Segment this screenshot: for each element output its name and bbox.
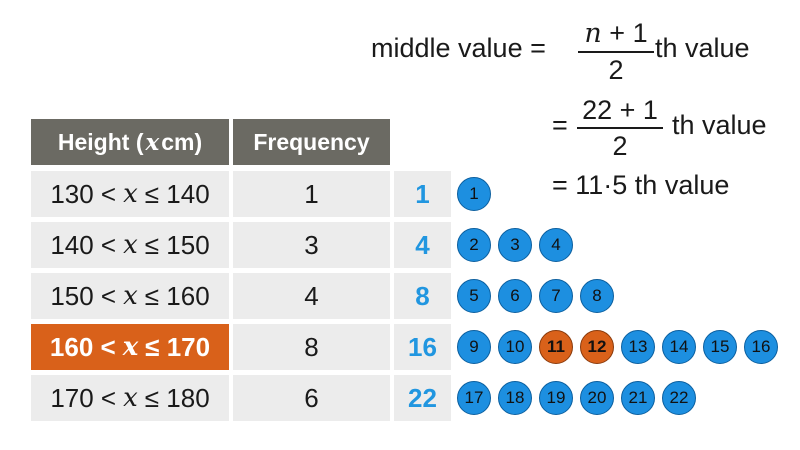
class-upper: ≤ 150	[144, 229, 210, 260]
table-cell-class: 160 < x ≤ 170	[31, 324, 229, 370]
fraction-numerator: n + 1	[584, 18, 648, 49]
value-dot: 15	[703, 330, 737, 364]
formula-line2-suffix: th value	[672, 110, 767, 140]
value-dot: 5	[457, 279, 491, 313]
value-dot: 6	[498, 279, 532, 313]
table-cell-frequency: 1	[233, 171, 390, 217]
class-variable: x	[122, 332, 139, 362]
cumulative-frequency: 4	[394, 222, 451, 268]
value-dot: 12	[580, 330, 614, 364]
formula-line2-prefix: =	[552, 110, 568, 140]
value-dot: 2	[457, 228, 491, 262]
table-cell-frequency: 3	[233, 222, 390, 268]
value-dot: 4	[539, 228, 573, 262]
cumulative-frequency: 8	[394, 273, 451, 319]
class-lower: 150 <	[50, 280, 117, 311]
value-dot: 8	[580, 279, 614, 313]
header-frequency: Frequency	[233, 119, 390, 165]
value-dot: 11	[539, 330, 573, 364]
value-dot: 13	[621, 330, 655, 364]
value-dot: 14	[662, 330, 696, 364]
value-dot: 21	[621, 381, 655, 415]
class-lower: 140 <	[50, 229, 117, 260]
fraction-bar	[578, 51, 654, 53]
value-dot: 19	[539, 381, 573, 415]
class-variable: x	[123, 281, 138, 311]
class-variable: x	[123, 179, 138, 209]
class-upper: ≤ 170	[145, 331, 211, 362]
class-lower: 130 <	[50, 178, 117, 209]
value-dot: 10	[498, 330, 532, 364]
value-dot: 18	[498, 381, 532, 415]
table-cell-class: 130 < x ≤ 140	[31, 171, 229, 217]
table-cell-frequency: 6	[233, 375, 390, 421]
formula-line1-fraction: n + 1 2	[578, 17, 654, 86]
value-dot: 22	[662, 381, 696, 415]
value-dot: 3	[498, 228, 532, 262]
formula-line1-prefix: middle value =	[371, 33, 546, 63]
fraction-denominator: 2	[608, 55, 624, 85]
table-cell-frequency: 4	[233, 273, 390, 319]
class-variable: x	[123, 230, 138, 260]
value-dot: 20	[580, 381, 614, 415]
class-upper: ≤ 140	[144, 178, 210, 209]
class-lower: 170 <	[50, 382, 117, 413]
value-dot: 9	[457, 330, 491, 364]
value-dot: 1	[457, 177, 491, 211]
class-upper: ≤ 180	[144, 382, 210, 413]
table-cell-frequency: 8	[233, 324, 390, 370]
value-dot: 16	[744, 330, 778, 364]
cumulative-frequency: 1	[394, 171, 451, 217]
class-variable: x	[123, 383, 138, 413]
cumulative-frequency: 16	[394, 324, 451, 370]
formula-line3: = 11·5 th value	[552, 170, 730, 200]
table-cell-class: 150 < x ≤ 160	[31, 273, 229, 319]
class-upper: ≤ 160	[144, 280, 210, 311]
formula-line2-fraction: 22 + 1 2	[577, 94, 663, 162]
formula-line1-suffix: th value	[655, 33, 750, 63]
table-cell-class: 170 < x ≤ 180	[31, 375, 229, 421]
header-height: Height (x cm)	[31, 119, 229, 165]
fraction-bar	[577, 127, 663, 129]
fraction-denominator: 2	[612, 131, 628, 161]
value-dot: 7	[539, 279, 573, 313]
cumulative-frequency: 22	[394, 375, 451, 421]
table-cell-class: 140 < x ≤ 150	[31, 222, 229, 268]
value-dot: 17	[457, 381, 491, 415]
class-lower: 160 <	[49, 331, 116, 362]
fraction-numerator: 22 + 1	[582, 95, 658, 125]
